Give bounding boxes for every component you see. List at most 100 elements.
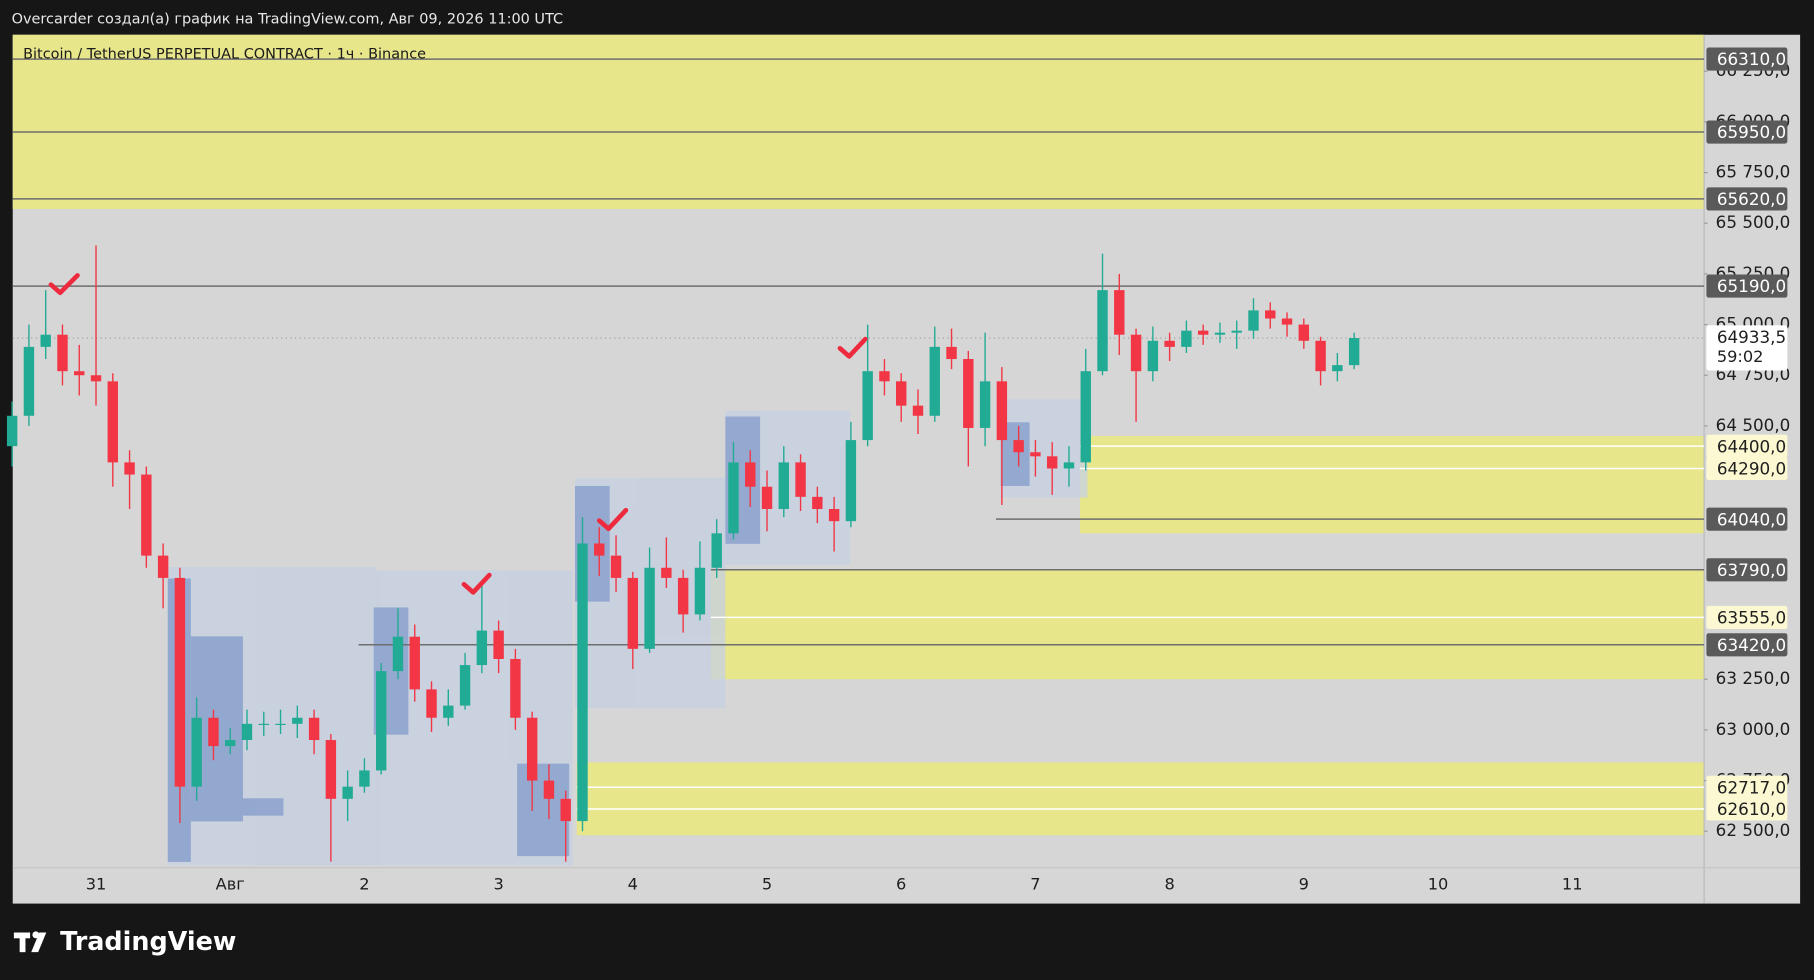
x-tick-label: 9: [1299, 875, 1309, 894]
x-tick-label: 31: [86, 875, 107, 894]
candle-body: [795, 462, 806, 497]
candle-body: [258, 723, 269, 725]
candle-body: [1265, 310, 1276, 319]
candle-body: [409, 636, 420, 690]
level-label-box: [1706, 775, 1788, 799]
candle-body: [275, 723, 286, 725]
x-tick-label: 2: [359, 875, 369, 894]
candle-body: [543, 780, 555, 799]
level-label-box: [1706, 797, 1788, 821]
candle-body: [1164, 340, 1175, 347]
level-label: 64400,0: [1717, 436, 1786, 456]
candle-body: [124, 462, 135, 475]
candle-body: [426, 689, 437, 718]
check-marks: [48, 273, 868, 595]
candle-body: [577, 543, 588, 822]
candle-body: [359, 770, 370, 787]
x-tick-label: 8: [1164, 875, 1174, 894]
level-label: 65190,0: [1717, 276, 1786, 296]
candle-body: [325, 740, 337, 799]
level-label: 62717,0: [1717, 777, 1786, 797]
candle-body: [1063, 462, 1075, 469]
candle-body: [208, 717, 219, 747]
candle-body: [610, 555, 622, 578]
candle-body: [157, 555, 169, 578]
candle-body: [1332, 365, 1343, 372]
candle-body: [107, 381, 119, 463]
x-tick-label: 3: [493, 875, 503, 894]
candle-body: [342, 786, 353, 799]
level-label: 63555,0: [1717, 608, 1786, 628]
candle-body: [946, 346, 957, 360]
candle-body: [40, 334, 51, 347]
candle-body: [979, 381, 991, 428]
level-label-box: [1706, 187, 1788, 211]
y-tick-label: 63 000,0: [1716, 719, 1791, 739]
candle-body: [761, 486, 773, 510]
candle-body: [241, 723, 253, 741]
level-label-box: [1706, 558, 1788, 582]
candle-body: [711, 533, 722, 568]
candle-body: [1181, 330, 1192, 347]
level-label-box: [1706, 605, 1788, 629]
x-tick-label: 4: [628, 875, 638, 894]
y-tick-label: 63 250,0: [1716, 668, 1791, 688]
level-label-box: [1706, 274, 1788, 298]
candle-body: [1214, 332, 1226, 335]
zone: [576, 762, 1705, 836]
candle-body: [627, 577, 639, 649]
y-tick-label: 64 500,0: [1716, 415, 1791, 435]
level-label-box: [1706, 507, 1788, 531]
level-label: 66310,0: [1717, 49, 1786, 69]
x-tick-label: 5: [762, 875, 772, 894]
y-tick-label: 62 500,0: [1716, 820, 1791, 840]
candle-body: [728, 462, 739, 534]
logo: TradingView: [60, 927, 236, 957]
level-label-box: [1706, 633, 1788, 657]
candle-body: [493, 630, 504, 659]
candle-body: [862, 371, 873, 441]
candle-body: [57, 334, 68, 372]
level-label: 65950,0: [1717, 122, 1786, 142]
candle-body: [1147, 340, 1159, 372]
symbol-title: Bitcoin / TetherUS PERPETUAL CONTRACT · …: [23, 46, 426, 62]
candle-body: [1013, 440, 1024, 453]
candle-body: [392, 636, 404, 672]
candle-body: [292, 717, 303, 724]
level-label-box: [1706, 47, 1788, 71]
x-tick-label: 7: [1030, 875, 1040, 894]
candle-body: [74, 371, 85, 376]
x-tick-label: 10: [1428, 875, 1449, 894]
candle-body: [308, 717, 320, 741]
candle-body: [929, 346, 940, 416]
candle-body: [225, 740, 236, 747]
candle-body: [1080, 371, 1091, 463]
level-label: 62610,0: [1717, 799, 1786, 819]
countdown: 59:02: [1717, 347, 1764, 366]
candle-body: [1348, 338, 1360, 366]
last-price-box: [1706, 325, 1788, 371]
candle-body: [694, 567, 706, 615]
candle-body: [778, 462, 789, 510]
candle-body: [90, 375, 102, 382]
candle-body: [476, 630, 488, 666]
candle-body: [828, 509, 840, 522]
candle-body: [1231, 330, 1242, 333]
candle-body: [1281, 318, 1293, 325]
candle-body: [879, 371, 890, 382]
candle-body: [644, 567, 655, 649]
logo-icon: [13, 931, 47, 953]
candle-body: [996, 381, 1008, 441]
candle-body: [1030, 452, 1041, 457]
zone: [1079, 436, 1705, 534]
candle-body: [510, 658, 521, 718]
candle-body: [191, 717, 202, 787]
candle-body: [745, 462, 756, 487]
header: Overcarder создал(а) график на TradingVi…: [12, 12, 564, 28]
candle-body: [963, 359, 974, 428]
level-label: 63790,0: [1717, 560, 1786, 580]
x-tick-label: Авг: [216, 875, 245, 894]
level-label: 64290,0: [1717, 459, 1786, 479]
